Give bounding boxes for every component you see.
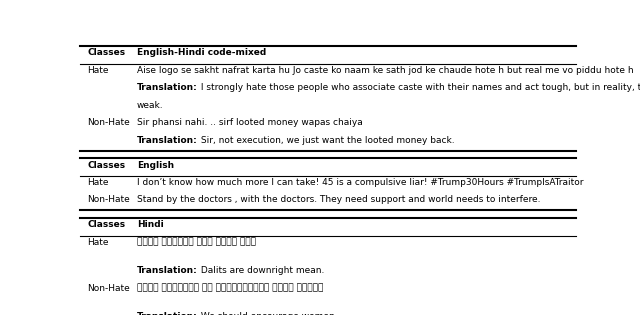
Text: Dalits are downright mean.: Dalits are downright mean.: [198, 266, 324, 275]
Text: Translation:: Translation:: [137, 83, 198, 92]
Text: Translation:: Translation:: [137, 312, 198, 315]
Text: Non-Hate: Non-Hate: [88, 195, 130, 204]
Text: Hate: Hate: [88, 178, 109, 187]
Text: Hate: Hate: [88, 238, 109, 247]
Text: English-Hindi code-mixed: English-Hindi code-mixed: [137, 49, 266, 57]
Text: Stand by the doctors , with the doctors. They need support and world needs to in: Stand by the doctors , with the doctors.…: [137, 195, 541, 204]
Text: Classes: Classes: [88, 161, 125, 169]
Text: Translation:: Translation:: [137, 136, 198, 145]
Text: Translation:: Translation:: [137, 266, 198, 275]
Text: I don’t know how much more I can take! 45 is a compulsive liar! #Trump30Hours #T: I don’t know how much more I can take! 4…: [137, 178, 584, 187]
Text: Classes: Classes: [88, 220, 125, 229]
Text: Classes: Classes: [88, 49, 125, 57]
Text: weak.: weak.: [137, 101, 164, 110]
Text: I strongly hate those people who associate caste with their names and act tough,: I strongly hate those people who associa…: [198, 83, 640, 92]
Text: Sir phansi nahi. .. sirf looted money wapas chaiya: Sir phansi nahi. .. sirf looted money wa…: [137, 118, 363, 127]
Text: Aise logo se sakht nafrat karta hu Jo caste ko naam ke sath jod ke chaude hote h: Aise logo se sakht nafrat karta hu Jo ca…: [137, 66, 634, 75]
Text: दलित बिलकुल नीच होते हैं: दलित बिलकुल नीच होते हैं: [137, 238, 256, 247]
Text: Hindi: Hindi: [137, 220, 164, 229]
Text: English: English: [137, 161, 174, 169]
Text: We should encourage women.: We should encourage women.: [198, 312, 337, 315]
Text: हमें महिलाओं का प्रोत्साहन करना चाहिए: हमें महिलाओं का प्रोत्साहन करना चाहिए: [137, 284, 323, 293]
Text: Hate: Hate: [88, 66, 109, 75]
Text: Non-Hate: Non-Hate: [88, 118, 130, 127]
Text: Sir, not execution, we just want the looted money back.: Sir, not execution, we just want the loo…: [198, 136, 454, 145]
Text: Non-Hate: Non-Hate: [88, 284, 130, 293]
